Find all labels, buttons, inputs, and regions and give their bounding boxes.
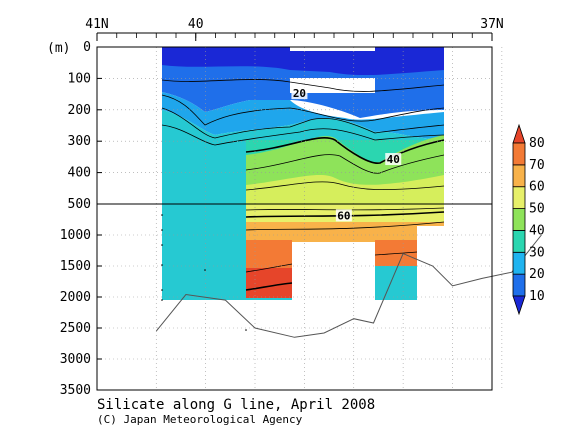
top-tick-label-1: 40	[188, 17, 204, 32]
y-tick-label-0: 0	[83, 40, 91, 55]
y-tick-label-11: 3500	[60, 383, 91, 398]
contour-label-bg-0	[291, 87, 308, 100]
y-tick-label-2: 200	[68, 103, 91, 118]
top-axis: 41N 40 37N	[85, 17, 504, 41]
y-tick-label-6: 1000	[60, 228, 91, 243]
colorbar-label-6: 70	[529, 158, 545, 173]
field-deep-col-1b	[246, 268, 292, 298]
colorbar-segment-top	[512, 123, 526, 144]
y-tick-label-1: 100	[68, 71, 91, 86]
y-tick-label-3: 300	[68, 134, 91, 149]
top-tick-label-2: 37N	[480, 17, 503, 32]
y-axis: 0 100 200 300 400 500 1000 1500 2000 2500 3000 3500	[60, 40, 102, 398]
y-tick-label-10: 3000	[60, 352, 91, 367]
chart-credit: (C) Japan Meteorological Agency	[97, 413, 303, 426]
contour-labels: 20 40 60	[291, 87, 402, 222]
field-deep-col-2	[375, 240, 417, 266]
field-band-50-60	[246, 175, 444, 205]
no-data-mask-lower-left	[162, 300, 246, 390]
contour-label-0: 20	[293, 87, 306, 100]
bottom-topography-line	[155, 234, 542, 338]
colorbar-label-1: 20	[529, 267, 545, 282]
field-deep-band-60-70	[246, 222, 444, 242]
no-data-mask-deep-right	[417, 226, 447, 390]
colorbar-segment-3	[512, 230, 526, 253]
no-data-mask-deep-mid	[292, 242, 375, 390]
y-tick-label-9: 2500	[60, 321, 91, 336]
no-data-mask-right-edge	[444, 47, 492, 390]
y-tick-label-4: 400	[68, 166, 91, 181]
chart-title: Silicate along G line, April 2008	[97, 397, 375, 413]
top-axis-minor-ticks	[96, 32, 493, 38]
plot-frame	[96, 46, 493, 391]
colorbar-segment-5	[512, 186, 526, 209]
colorbar-label-4: 50	[529, 202, 545, 217]
colorbar-segment-7	[512, 142, 526, 166]
colorbar-label-0: 10	[529, 289, 545, 304]
colorbar-segment-1	[512, 273, 526, 297]
colorbar-label-3: 40	[529, 223, 545, 238]
contour-label-bg-1	[385, 153, 402, 166]
no-data-mask-top	[290, 47, 375, 51]
silicate-field	[161, 47, 492, 390]
colorbar-label-7: 80	[529, 136, 545, 151]
contour-label-bg-2	[335, 209, 352, 222]
colorbar-segment-4	[512, 208, 526, 231]
colorbar-label-2: 30	[529, 245, 545, 260]
top-tick-label-0: 41N	[85, 17, 108, 32]
y-tick-label-7: 1500	[60, 259, 91, 274]
contour-label-2: 60	[337, 209, 350, 222]
colorbar: 10 20 30 40 50 60 70 80	[512, 123, 545, 316]
y-tick-label-5: 500	[68, 197, 91, 212]
field-band-20-30	[162, 92, 444, 140]
no-data-mask-gap	[290, 78, 375, 93]
colorbar-segment-bottom	[512, 295, 526, 316]
y-unit-label: (m)	[47, 41, 70, 56]
contour-lines	[161, 79, 445, 291]
colorbar-segment-2	[512, 251, 526, 275]
station-dots	[161, 214, 247, 331]
y-tick-label-8: 2000	[60, 290, 91, 305]
colorbar-label-5: 60	[529, 180, 545, 195]
contour-label-1: 40	[387, 153, 400, 166]
colorbar-segment-6	[512, 164, 526, 188]
